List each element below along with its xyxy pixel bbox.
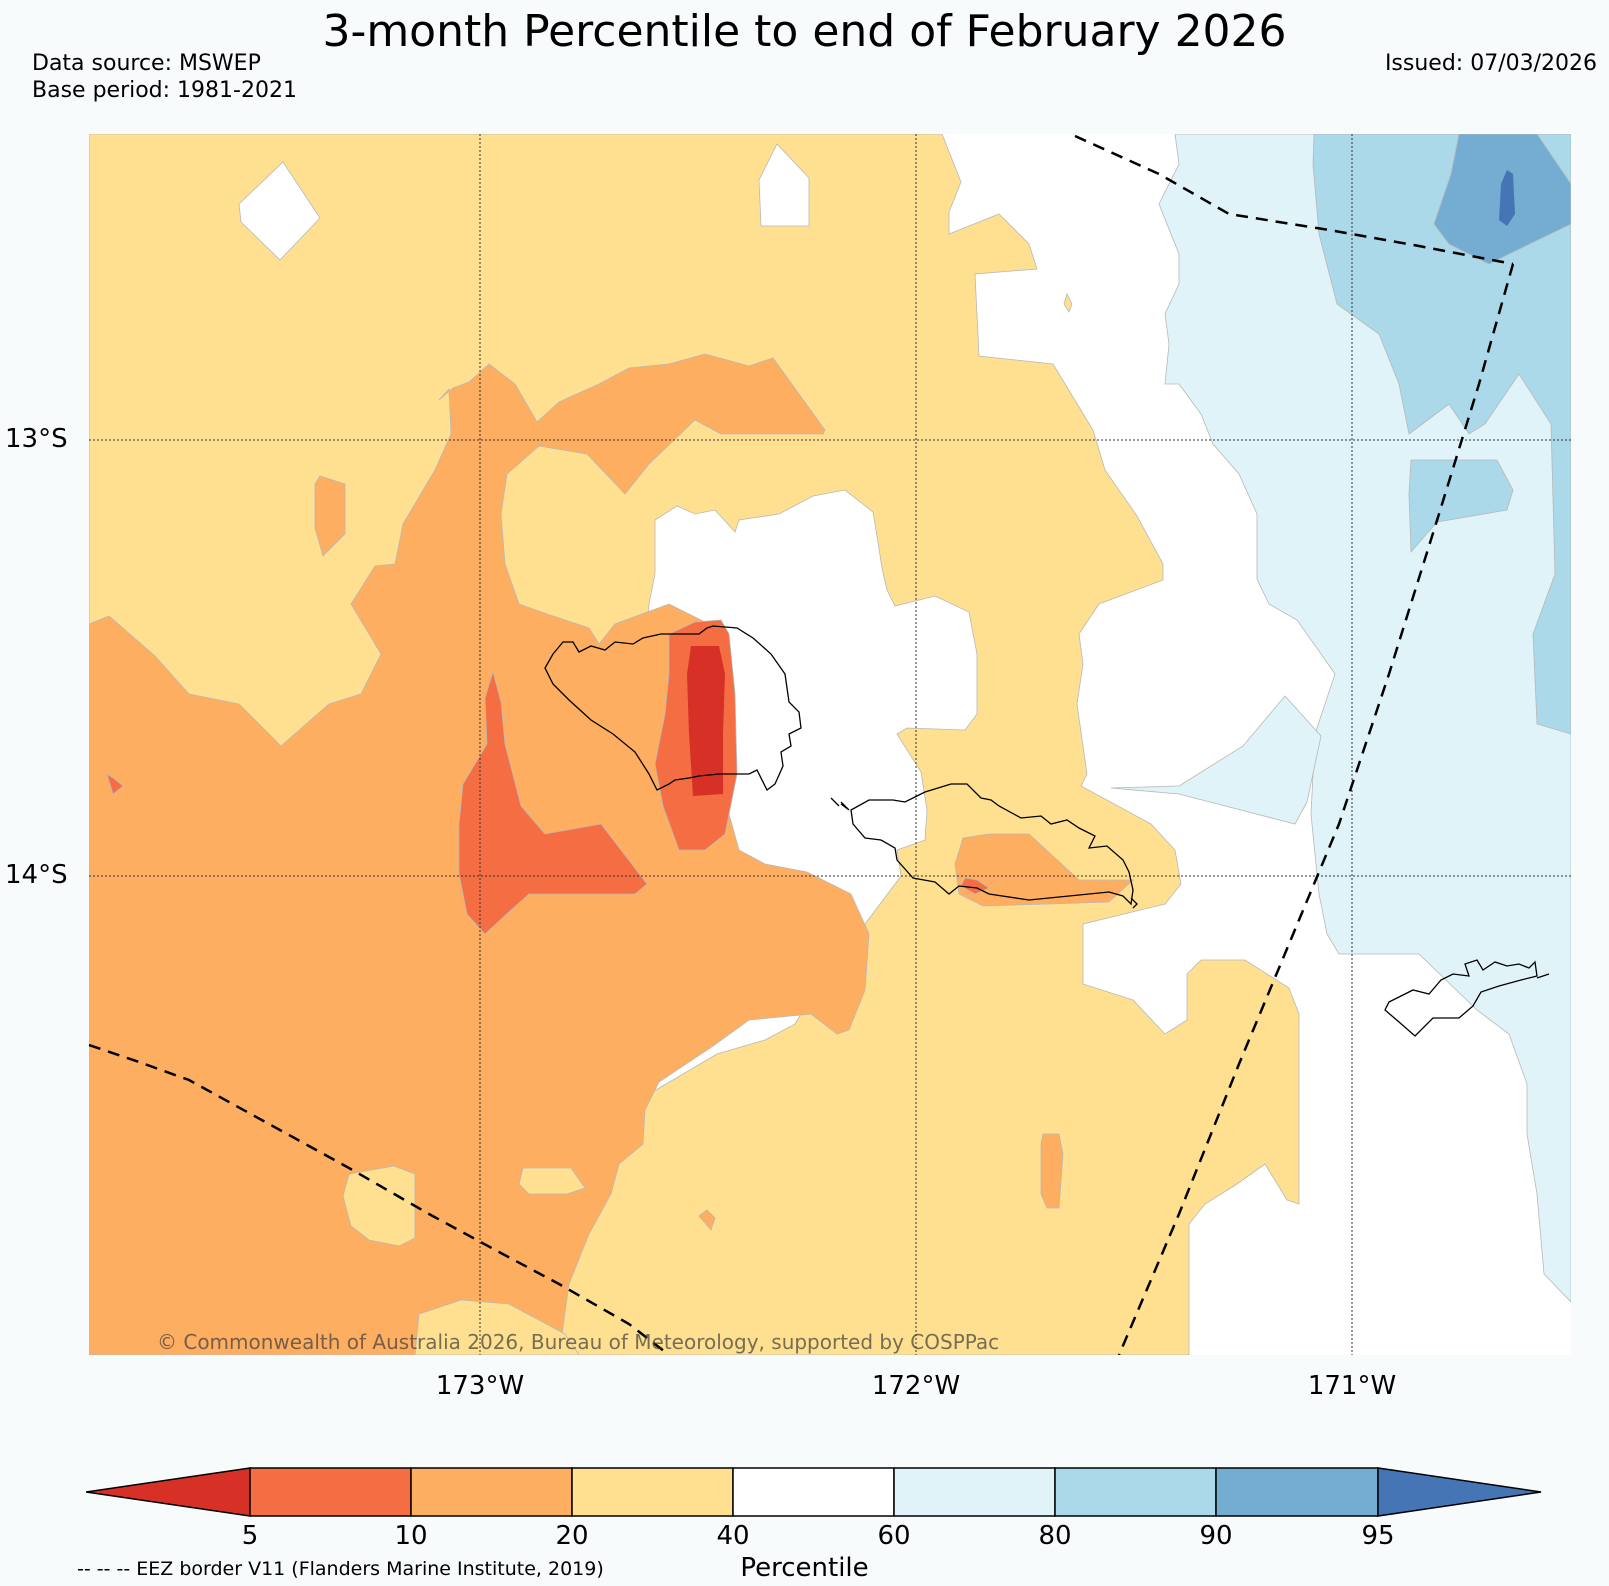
colorbar-segment-above-95 bbox=[1377, 1467, 1542, 1517]
class-80-90-patch bbox=[1408, 459, 1514, 554]
lon-label-172w: 172°W bbox=[871, 1371, 961, 1401]
class-10-20-speck bbox=[698, 1209, 716, 1231]
eez-legend-note: -- -- -- EEZ border V11 (Flanders Marine… bbox=[77, 1558, 604, 1580]
class-5-10-speck bbox=[106, 773, 124, 795]
colorbar-segment-10-20 bbox=[410, 1467, 573, 1517]
colorbar-tick-5: 5 bbox=[241, 1521, 259, 1551]
lon-label-171w: 171°W bbox=[1307, 1371, 1397, 1401]
colorbar-tick-20: 20 bbox=[555, 1521, 589, 1551]
class-5-10-region bbox=[458, 670, 648, 935]
class-below-5-region bbox=[687, 646, 725, 796]
coastline-islet bbox=[1130, 897, 1138, 909]
base-period: Base period: 1981-2021 bbox=[32, 78, 297, 103]
graticule bbox=[89, 134, 1571, 1355]
class-60-80-patch bbox=[1110, 695, 1322, 825]
data-source: Data source: MSWEP bbox=[32, 51, 261, 76]
colorbar-tick-10: 10 bbox=[394, 1521, 428, 1551]
eez-border-north bbox=[1074, 134, 1514, 266]
copyright-notice: © Commonwealth of Australia 2026, Bureau… bbox=[157, 1330, 1000, 1354]
colorbar-tick-90: 90 bbox=[1199, 1521, 1233, 1551]
colorbar-tick-80: 80 bbox=[1038, 1521, 1072, 1551]
colorbar-segment-80-90 bbox=[1054, 1467, 1217, 1517]
class-20-40-pocket bbox=[518, 1167, 586, 1195]
class-above-95-region bbox=[1499, 170, 1515, 226]
percentile-map bbox=[89, 134, 1571, 1355]
lat-label-14s: 14°S bbox=[5, 860, 68, 890]
colorbar-segment-below-5 bbox=[86, 1467, 251, 1517]
class-10-20-patch bbox=[1040, 1133, 1064, 1209]
colorbar-segment-5-10 bbox=[249, 1467, 412, 1517]
eez-border-southwest bbox=[89, 1043, 670, 1355]
lon-label-173w: 173°W bbox=[435, 1371, 525, 1401]
colorbar-segment-90-95 bbox=[1215, 1467, 1379, 1517]
map-title: 3-month Percentile to end of February 20… bbox=[322, 6, 1287, 57]
percentile-colorbar bbox=[86, 1467, 1542, 1517]
coastline-savaii bbox=[544, 625, 802, 791]
colorbar-segment-60-80 bbox=[893, 1467, 1056, 1517]
eez-border-east bbox=[1117, 263, 1515, 1355]
eez-borders bbox=[89, 134, 1515, 1355]
colorbar-tick-60: 60 bbox=[877, 1521, 911, 1551]
metadata-right: Issued: 07/03/2026 bbox=[1385, 50, 1597, 77]
colorbar-segment-40-60 bbox=[732, 1467, 895, 1517]
class-20-40-pocket bbox=[414, 1299, 580, 1355]
colorbar-tick-95: 95 bbox=[1361, 1521, 1395, 1551]
colorbar-label: Percentile bbox=[740, 1553, 869, 1583]
class-10-20-patch bbox=[314, 475, 346, 557]
lat-label-13s: 13°S bbox=[5, 424, 68, 454]
coastline-upolu bbox=[830, 783, 1134, 906]
coastline-tutuila bbox=[1384, 959, 1550, 1037]
class-20-40-speck bbox=[1063, 292, 1073, 313]
colorbar-tick-40: 40 bbox=[716, 1521, 750, 1551]
issued-date: Issued: 07/03/2026 bbox=[1384, 51, 1597, 76]
colorbar-segment-20-40 bbox=[571, 1467, 734, 1517]
class-20-40-pocket bbox=[342, 1165, 416, 1247]
class-10-20-patch bbox=[954, 833, 1135, 907]
metadata-left: Data source: MSWEP Base period: 1981-202… bbox=[32, 50, 297, 104]
